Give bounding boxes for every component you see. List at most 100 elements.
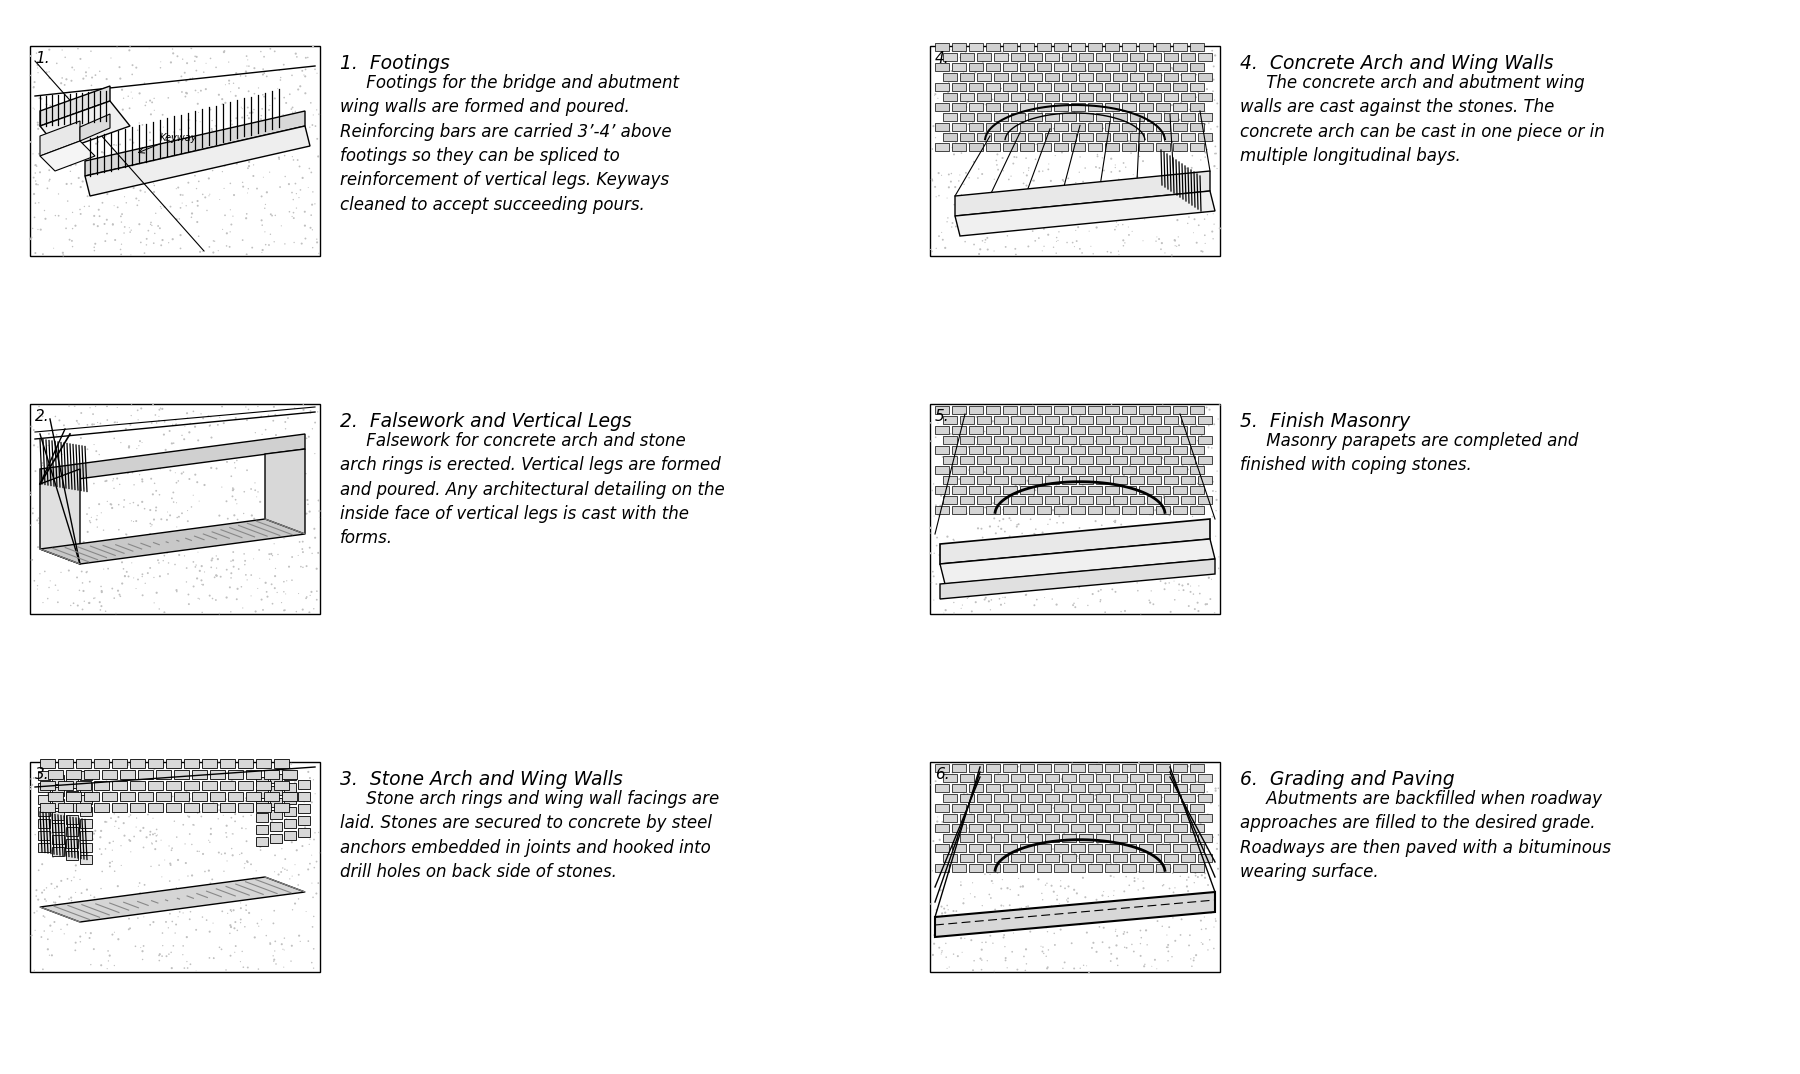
Text: 6.  Grading and Paving: 6. Grading and Paving	[1240, 770, 1454, 789]
Point	[1188, 830, 1217, 847]
Point	[956, 783, 985, 800]
Point	[1064, 219, 1093, 236]
Point	[203, 886, 232, 903]
Point	[949, 549, 977, 566]
Point	[1165, 191, 1193, 208]
Bar	[1174, 844, 1186, 852]
Bar	[270, 822, 283, 831]
Bar	[1121, 824, 1136, 832]
Point	[1166, 911, 1195, 928]
Point	[1082, 756, 1111, 773]
Point	[1141, 233, 1170, 250]
Point	[1179, 224, 1208, 242]
Point	[277, 184, 306, 201]
Point	[1204, 826, 1233, 843]
Point	[254, 797, 283, 814]
Point	[56, 157, 85, 174]
Point	[27, 928, 56, 945]
Point	[209, 221, 238, 238]
Bar	[265, 792, 279, 801]
Point	[137, 216, 166, 233]
Point	[1019, 796, 1048, 813]
Bar	[1087, 103, 1102, 111]
Point	[1040, 111, 1069, 128]
Point	[959, 154, 988, 171]
Bar	[1021, 63, 1033, 71]
Bar	[1003, 83, 1017, 91]
Point	[1091, 475, 1120, 492]
Point	[212, 224, 241, 242]
Point	[259, 793, 288, 810]
Point	[1084, 848, 1112, 866]
Point	[252, 493, 281, 510]
Point	[1013, 237, 1042, 255]
Point	[1094, 780, 1123, 797]
Point	[1067, 837, 1096, 854]
Point	[1183, 594, 1211, 611]
Point	[1139, 596, 1168, 613]
Bar	[299, 792, 310, 801]
Bar	[1130, 416, 1145, 424]
Point	[171, 855, 200, 872]
Point	[1087, 774, 1116, 792]
Bar	[1071, 764, 1085, 772]
Point	[212, 790, 241, 808]
Point	[230, 884, 259, 901]
Bar	[1062, 93, 1076, 101]
Point	[160, 153, 189, 170]
Point	[1044, 223, 1073, 241]
Point	[130, 774, 158, 792]
Point	[1114, 124, 1143, 141]
Point	[1046, 872, 1075, 889]
Point	[1199, 918, 1228, 935]
Bar	[1055, 784, 1067, 792]
Point	[27, 856, 56, 873]
Point	[18, 505, 47, 522]
Point	[959, 59, 988, 76]
Bar	[952, 804, 967, 812]
Point	[940, 594, 968, 611]
Point	[1111, 939, 1139, 956]
Point	[1148, 396, 1177, 413]
Point	[990, 477, 1019, 494]
Point	[1013, 401, 1042, 418]
Point	[1040, 826, 1069, 843]
Point	[968, 130, 997, 147]
Point	[954, 589, 983, 606]
Point	[1177, 950, 1206, 968]
Point	[1089, 50, 1118, 68]
Point	[1111, 159, 1139, 176]
Point	[301, 117, 329, 134]
Point	[259, 412, 288, 430]
Point	[920, 935, 949, 953]
Point	[266, 863, 295, 881]
Point	[1100, 904, 1129, 921]
Point	[1136, 499, 1165, 517]
Bar	[1055, 83, 1067, 91]
Point	[1021, 127, 1049, 144]
Point	[1096, 244, 1125, 261]
Point	[223, 511, 252, 528]
Point	[1161, 880, 1190, 897]
Point	[1197, 812, 1226, 829]
Point	[1022, 135, 1051, 153]
Point	[263, 145, 292, 162]
Point	[1006, 112, 1035, 129]
Point	[200, 949, 229, 967]
Point	[191, 81, 220, 98]
Bar	[1112, 113, 1127, 121]
Point	[1141, 502, 1170, 519]
Point	[1184, 84, 1213, 101]
Point	[50, 417, 79, 434]
Bar	[952, 406, 967, 413]
Point	[1004, 900, 1033, 917]
Point	[247, 808, 275, 825]
Point	[52, 71, 81, 88]
Point	[299, 959, 328, 976]
Point	[1165, 772, 1193, 789]
Point	[124, 216, 153, 233]
Point	[216, 769, 245, 786]
Point	[108, 554, 137, 571]
Point	[52, 494, 81, 511]
Point	[171, 886, 200, 903]
